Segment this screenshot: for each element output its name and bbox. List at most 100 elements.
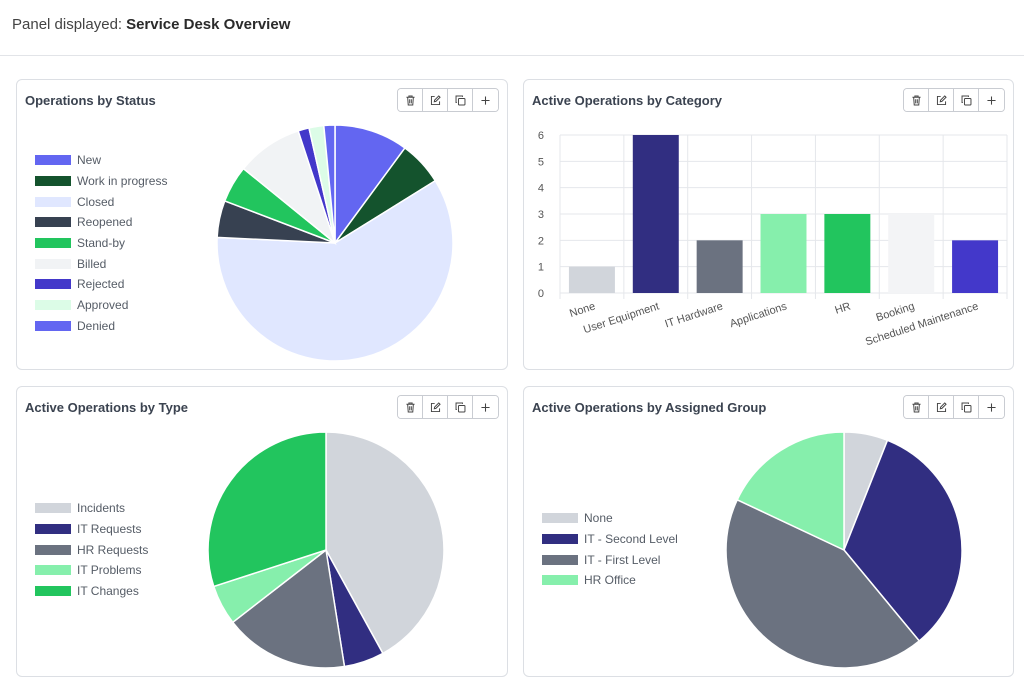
panel-label: Panel displayed: bbox=[12, 16, 123, 33]
legend-item[interactable]: HR Requests bbox=[35, 539, 148, 560]
legend-swatch bbox=[35, 503, 71, 514]
duplicate-icon bbox=[455, 95, 465, 105]
legend-label: IT Requests bbox=[77, 522, 142, 537]
edit-icon bbox=[936, 401, 947, 412]
panel-toolbar bbox=[903, 88, 1005, 112]
legend-label: Reopened bbox=[77, 215, 133, 230]
edit-button[interactable] bbox=[929, 396, 954, 418]
panel-title: Operations by Status bbox=[25, 93, 156, 108]
legend-item[interactable]: IT - First Level bbox=[542, 549, 678, 570]
x-tick-label: None bbox=[568, 300, 597, 320]
pie-slice[interactable] bbox=[216, 179, 454, 362]
bar[interactable] bbox=[568, 266, 615, 293]
edit-button[interactable] bbox=[423, 89, 448, 111]
legend-label: Work in progress bbox=[77, 174, 168, 189]
edit-button[interactable] bbox=[423, 396, 448, 418]
bar[interactable] bbox=[696, 240, 743, 293]
legend-item[interactable]: Reopened bbox=[35, 212, 167, 233]
bar[interactable] bbox=[760, 214, 807, 293]
x-tick-label: IT Hardware bbox=[663, 300, 724, 330]
legend-swatch bbox=[35, 300, 71, 311]
panel-active-operations-by-assigned-group: Active Operations by Assigned Group None… bbox=[523, 386, 1014, 677]
pie-slice[interactable] bbox=[334, 124, 407, 246]
legend-label: Approved bbox=[77, 298, 129, 313]
add-button[interactable] bbox=[473, 396, 498, 418]
panel-active-operations-by-type: Active Operations by Type Incidents IT Re… bbox=[16, 386, 508, 677]
legend-item[interactable]: HR Office bbox=[542, 570, 678, 591]
bar[interactable] bbox=[952, 240, 999, 293]
bar[interactable] bbox=[632, 135, 679, 293]
legend-label: Rejected bbox=[77, 277, 125, 292]
pie-chart bbox=[216, 124, 454, 362]
y-tick-label: 2 bbox=[538, 235, 544, 247]
trash-icon bbox=[911, 95, 921, 105]
legend-item[interactable]: IT Changes bbox=[35, 581, 148, 602]
header-divider bbox=[0, 55, 1024, 56]
duplicate-icon bbox=[961, 95, 971, 105]
legend-item[interactable]: Billed bbox=[35, 253, 167, 274]
legend-item[interactable]: Approved bbox=[35, 295, 167, 316]
delete-button[interactable] bbox=[398, 89, 423, 111]
legend-label: IT - First Level bbox=[584, 552, 661, 567]
y-tick-label: 4 bbox=[538, 183, 544, 195]
pie-slice[interactable] bbox=[207, 431, 327, 588]
legend-swatch bbox=[35, 155, 71, 166]
legend-label: IT - Second Level bbox=[584, 532, 678, 547]
legend-item[interactable]: Rejected bbox=[35, 274, 167, 295]
plus-icon bbox=[987, 402, 996, 412]
trash-icon bbox=[405, 402, 415, 412]
legend-item[interactable]: None bbox=[542, 508, 678, 529]
legend-item[interactable]: Stand-by bbox=[35, 233, 167, 254]
y-tick-label: 5 bbox=[538, 156, 544, 168]
legend-swatch bbox=[35, 217, 71, 228]
panel-name: Service Desk Overview bbox=[126, 16, 291, 33]
legend-item[interactable]: IT Requests bbox=[35, 519, 148, 540]
pie-slice[interactable] bbox=[231, 548, 346, 669]
legend-item[interactable]: Work in progress bbox=[35, 171, 167, 192]
pie-slice[interactable] bbox=[725, 498, 921, 669]
plus-icon bbox=[481, 402, 490, 412]
duplicate-button[interactable] bbox=[448, 396, 473, 418]
delete-button[interactable] bbox=[904, 396, 929, 418]
legend-label: IT Problems bbox=[77, 563, 142, 578]
legend-item[interactable]: Denied bbox=[35, 316, 167, 337]
legend-swatch bbox=[35, 586, 71, 597]
y-tick-label: 3 bbox=[538, 209, 544, 221]
legend-label: Denied bbox=[77, 318, 116, 333]
legend-label: Incidents bbox=[77, 501, 126, 516]
legend-swatch bbox=[35, 320, 71, 331]
panel-toolbar bbox=[903, 395, 1005, 419]
legend-item[interactable]: Closed bbox=[35, 191, 167, 212]
duplicate-icon bbox=[455, 402, 465, 412]
duplicate-button[interactable] bbox=[954, 396, 979, 418]
pie-slice[interactable] bbox=[325, 431, 445, 655]
panel-header: Panel displayed: Service Desk Overview bbox=[12, 16, 290, 33]
x-tick-label: Applications bbox=[728, 300, 789, 330]
legend-item[interactable]: IT - Second Level bbox=[542, 529, 678, 550]
delete-button[interactable] bbox=[398, 396, 423, 418]
duplicate-button[interactable] bbox=[448, 89, 473, 111]
legend-swatch bbox=[542, 575, 578, 586]
add-button[interactable] bbox=[473, 89, 498, 111]
bar[interactable] bbox=[824, 214, 871, 293]
edit-button[interactable] bbox=[929, 89, 954, 111]
panel-title: Active Operations by Category bbox=[532, 93, 722, 108]
bar[interactable] bbox=[888, 214, 935, 293]
pie-slice[interactable] bbox=[322, 124, 336, 244]
panel-title: Active Operations by Assigned Group bbox=[532, 400, 767, 415]
plus-icon bbox=[987, 95, 996, 105]
pie-slice[interactable] bbox=[736, 431, 845, 552]
delete-button[interactable] bbox=[904, 89, 929, 111]
pie-slice[interactable] bbox=[843, 439, 963, 642]
edit-icon bbox=[936, 94, 947, 105]
legend-item[interactable]: Incidents bbox=[35, 498, 148, 519]
add-button[interactable] bbox=[979, 396, 1004, 418]
legend-item[interactable]: New bbox=[35, 150, 167, 171]
edit-icon bbox=[430, 401, 441, 412]
add-button[interactable] bbox=[979, 89, 1004, 111]
legend-swatch bbox=[35, 258, 71, 269]
legend-item[interactable]: IT Problems bbox=[35, 560, 148, 581]
duplicate-button[interactable] bbox=[954, 89, 979, 111]
legend-swatch bbox=[35, 238, 71, 249]
